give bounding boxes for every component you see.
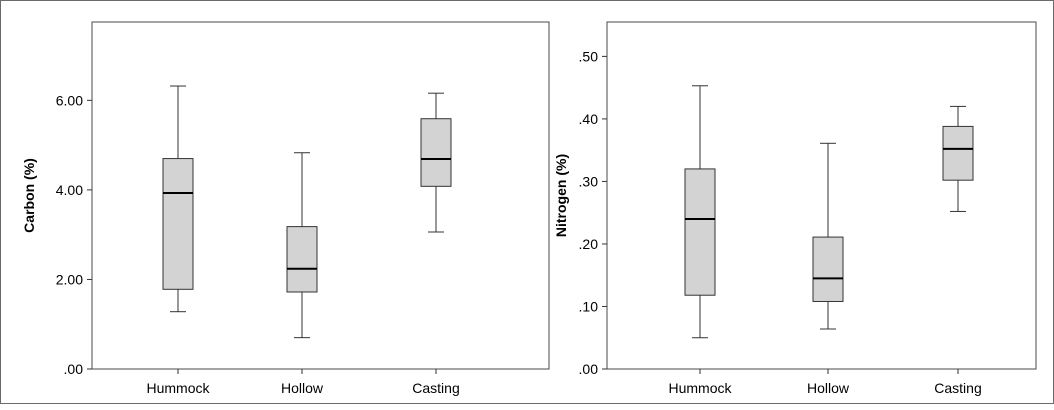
y-axis-title: Carbon (%) [21,158,37,233]
iqr-box [420,118,452,187]
x-category-label: Hollow [807,380,850,396]
iqr-box [162,158,194,290]
box-casting [420,92,452,233]
y-tick-label: .40 [579,111,599,127]
y-tick-label: .10 [579,298,599,314]
iqr-box [942,125,974,181]
y-tick-label: .00 [64,361,84,377]
box-hummock [684,85,716,339]
y-tick-label: .20 [579,236,599,252]
x-category-label: Casting [934,380,981,396]
x-category-label: Hollow [281,380,324,396]
iqr-box [812,236,844,302]
box-hollow [812,142,844,330]
y-tick-label: .30 [579,173,599,189]
chart-panel-1: .00 2.00 4.00 6.00 Carbon (%) Hummock Hollow Ca… [21,21,550,396]
iqr-box [286,226,318,293]
y-tick-label: 6.00 [56,92,83,108]
iqr-box [684,168,716,296]
box-hummock [162,85,194,313]
y-tick-label: 4.00 [56,182,83,198]
chart-panel-2: .00 .10 .20 .30 .40 .50 Nitrogen (%) Hummock Hol… [553,21,1037,396]
y-tick-label: .00 [579,361,599,377]
y-tick-label: .50 [579,48,599,64]
x-category-label: Hummock [146,380,210,396]
y-axis-title: Nitrogen (%) [553,154,569,237]
box-hollow [286,152,318,339]
plot-area-frame [606,21,1037,370]
plot-area-frame [91,21,550,370]
x-category-label: Hummock [668,380,732,396]
x-category-label: Casting [412,380,459,396]
box-casting [942,105,974,212]
y-tick-label: 2.00 [56,271,83,287]
